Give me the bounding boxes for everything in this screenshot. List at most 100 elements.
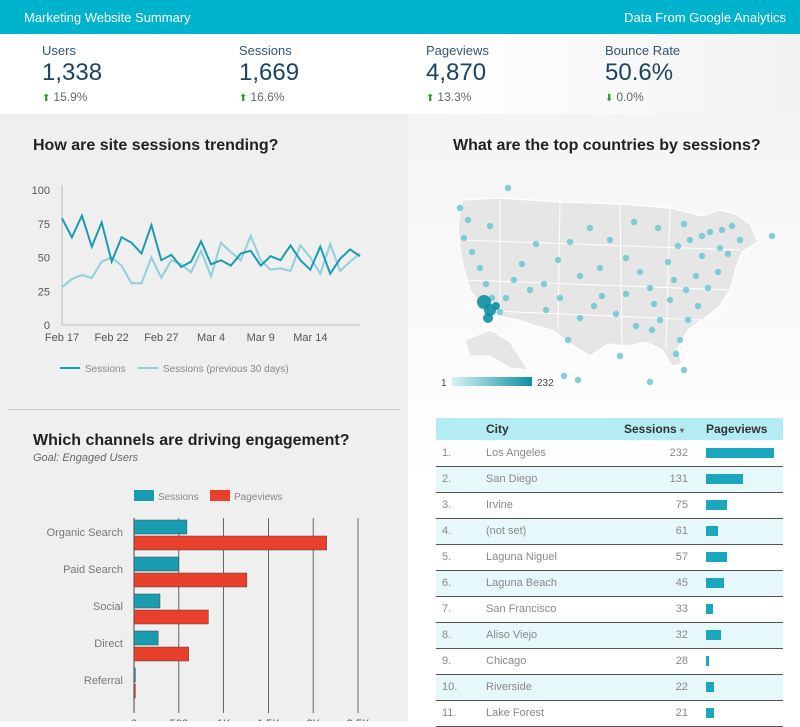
pageviews-cell: [704, 648, 783, 675]
kpi-change: ⬆ 13.3%: [426, 90, 471, 104]
channels-chart-title: Which channels are driving engagement?: [33, 432, 350, 449]
rank-cell: 2.: [436, 466, 486, 493]
city-cell: Irvine: [486, 492, 624, 519]
table-row[interactable]: 3. Irvine 75: [436, 492, 783, 519]
table-row[interactable]: 9. Chicago 28: [436, 648, 783, 675]
table-row[interactable]: 11. Lake Forest 21: [436, 700, 783, 727]
sessions-bar: [133, 630, 159, 646]
city-marker: [576, 272, 584, 280]
sessions-cell: 21: [624, 700, 704, 727]
table-row[interactable]: 1. Los Angeles 232: [436, 440, 783, 467]
city-marker: [698, 252, 706, 260]
city-cell: (not set): [486, 518, 624, 545]
channels-bar-chart[interactable]: Sessions Pageviews 0 500 1K 1.5K 2K 2.5K Organic…: [0, 480, 400, 721]
kpi-value: 1,338: [42, 59, 103, 86]
arrow-up-icon: ⬆: [42, 93, 51, 104]
table-row[interactable]: 6. Laguna Beach 45: [436, 570, 783, 597]
kpi-change: ⬆ 16.6%: [239, 90, 284, 104]
pageviews-cell: [704, 622, 783, 649]
city-marker: [684, 316, 692, 324]
category-label: Referral: [84, 675, 123, 687]
city-marker: [680, 220, 688, 228]
city-marker: [542, 306, 550, 314]
kpi-change-value: 13.3%: [437, 90, 472, 104]
arrow-down-icon: ⬇: [605, 93, 614, 104]
legend-label: Sessions: [85, 364, 126, 375]
sessions-cell: 75: [624, 492, 704, 519]
city-marker: [650, 300, 658, 308]
city-cell: Lake Forest: [486, 700, 624, 727]
x-tick-label: 1.5K: [257, 718, 280, 721]
rank-header: [436, 418, 486, 440]
x-tick-label: 2.5K: [347, 718, 370, 721]
kpi-label: Users: [42, 43, 76, 58]
city-marker: [646, 378, 654, 386]
countries-map-title: What are the top countries by sessions?: [453, 137, 761, 154]
city-marker: [564, 336, 572, 344]
report-title: Marketing Website Summary: [24, 10, 191, 25]
table-row[interactable]: 5. Laguna Niguel 57: [436, 544, 783, 571]
pageviews-column-header[interactable]: Pageviews: [704, 418, 783, 440]
pageviews-bar: [706, 447, 774, 458]
x-tick-label: Feb 22: [95, 332, 129, 344]
city-marker: [670, 276, 678, 284]
sessions-cell: 33: [624, 596, 704, 623]
city-cell: Chicago: [486, 648, 624, 675]
sessions-trend-chart[interactable]: 0 25 50 75 100 Feb 17 Feb 22 Feb 27 Mar 4 Mar 9 Ma…: [0, 170, 400, 390]
kpi-value: 4,870: [426, 59, 487, 86]
city-marker: [456, 204, 464, 212]
city-marker: [622, 290, 630, 298]
rank-cell: 10.: [436, 674, 486, 701]
kpi-label: Sessions: [239, 43, 292, 58]
city-marker: [468, 248, 476, 256]
us-sessions-map[interactable]: 1 232: [440, 180, 790, 395]
city-marker: [606, 236, 614, 244]
city-marker: [496, 308, 504, 316]
city-marker-large: [483, 313, 493, 323]
table-row[interactable]: 2. San Diego 131: [436, 466, 783, 493]
y-tick-label: 75: [38, 219, 50, 231]
sessions-cell: 28: [624, 648, 704, 675]
city-marker: [596, 264, 604, 272]
pageviews-cell: [704, 492, 783, 519]
x-tick-label: Feb 27: [144, 332, 178, 344]
pageviews-bar: [706, 656, 710, 667]
table-row[interactable]: 8. Aliso Viejo 32: [436, 622, 783, 649]
city-marker: [654, 224, 662, 232]
kpi-change-value: 15.9%: [53, 90, 88, 104]
sessions-column-header[interactable]: Sessions ▾: [624, 418, 704, 440]
trend-chart-title: How are site sessions trending?: [33, 137, 279, 154]
section-divider: [8, 409, 400, 410]
legend-label: Pageviews: [234, 492, 282, 503]
table-row[interactable]: 7. San Francisco 33: [436, 596, 783, 623]
pageviews-bar: [706, 682, 715, 693]
table-row[interactable]: 4. (not set) 61: [436, 518, 783, 545]
city-marker: [464, 216, 472, 224]
city-marker: [556, 294, 564, 302]
city-marker: [724, 250, 732, 258]
sessions-bar: [133, 593, 161, 609]
x-tick-label: Mar 4: [197, 332, 225, 344]
city-marker: [630, 218, 638, 226]
previous-sessions-line: [61, 233, 361, 288]
pageviews-bar: [706, 630, 721, 641]
legend-swatch: [210, 490, 230, 501]
pageviews-cell: [704, 700, 783, 727]
legend-swatch: [134, 490, 154, 501]
city-marker: [692, 272, 700, 280]
city-marker: [532, 240, 540, 248]
x-tick-label: Mar 14: [293, 332, 327, 344]
category-label: Organic Search: [47, 527, 123, 539]
city-marker: [560, 372, 568, 380]
rank-cell: 4.: [436, 518, 486, 545]
city-column-header[interactable]: City: [486, 418, 624, 440]
rank-cell: 5.: [436, 544, 486, 571]
city-marker: [540, 280, 548, 288]
city-marker: [486, 222, 494, 230]
city-marker: [598, 292, 606, 300]
sessions-cell: 131: [624, 466, 704, 493]
category-label: Paid Search: [63, 564, 123, 576]
table-row[interactable]: 10. Riverside 22: [436, 674, 783, 701]
cities-table: City Sessions ▾ Pageviews 1. Los Angeles 2…: [436, 418, 783, 727]
city-marker: [554, 256, 562, 264]
